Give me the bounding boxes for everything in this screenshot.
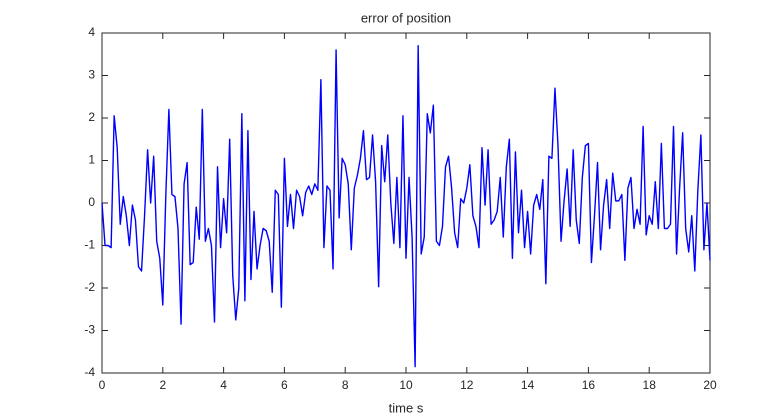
y-tick-label: 4	[88, 25, 95, 39]
x-tick-label: 0	[99, 378, 106, 392]
x-tick-label: 18	[643, 378, 657, 392]
x-tick-label: 16	[582, 378, 596, 392]
chart-title: error of position	[361, 10, 451, 25]
x-axis-label: time s	[389, 400, 424, 415]
x-tick-label: 20	[703, 378, 717, 392]
x-tick-label: 14	[521, 378, 535, 392]
x-tick-label: 4	[220, 378, 227, 392]
line-series	[101, 45, 711, 368]
x-tick-label: 12	[460, 378, 474, 392]
y-tick-label: 3	[88, 68, 95, 82]
y-tick-label: 0	[88, 195, 95, 209]
x-tick-label: 8	[342, 378, 349, 392]
x-tick-label: 2	[159, 378, 166, 392]
y-tick-label: -1	[84, 238, 95, 252]
plot-box	[101, 32, 711, 374]
y-tick-label: 1	[88, 153, 95, 167]
y-tick-label: 2	[88, 110, 95, 124]
y-tick-label: -3	[84, 323, 95, 337]
x-tick-label: 6	[281, 378, 288, 392]
x-tick-label: 10	[399, 378, 413, 392]
y-tick-label: -4	[84, 365, 95, 379]
y-tick-label: -2	[84, 280, 95, 294]
